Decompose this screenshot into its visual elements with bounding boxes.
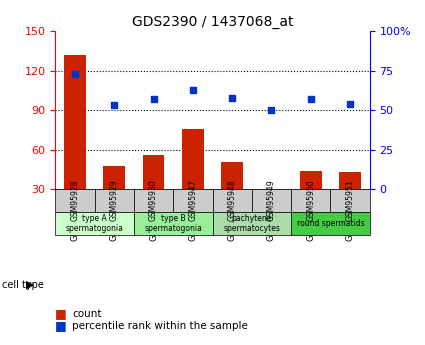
- Text: round spermatids: round spermatids: [297, 219, 364, 228]
- Point: [71, 71, 78, 77]
- Bar: [173, 189, 212, 212]
- Text: GSM95930: GSM95930: [149, 180, 158, 221]
- Bar: [134, 189, 173, 212]
- Point: [150, 96, 157, 102]
- Bar: [94, 189, 134, 212]
- Text: pachytene
spermatocytes: pachytene spermatocytes: [224, 214, 280, 233]
- Text: GSM95948: GSM95948: [228, 180, 237, 221]
- Point: [347, 101, 354, 107]
- Text: ■: ■: [55, 319, 67, 333]
- Bar: [182, 129, 204, 189]
- Text: GSM95950: GSM95950: [306, 180, 315, 221]
- Point: [190, 87, 196, 92]
- Text: GSM95951: GSM95951: [346, 180, 354, 221]
- Bar: [221, 162, 243, 189]
- Text: ▶: ▶: [26, 280, 34, 289]
- Bar: [103, 166, 125, 189]
- Text: percentile rank within the sample: percentile rank within the sample: [72, 321, 248, 331]
- Title: GDS2390 / 1437068_at: GDS2390 / 1437068_at: [132, 14, 293, 29]
- Text: cell type: cell type: [2, 280, 44, 289]
- Point: [229, 95, 235, 100]
- Point: [111, 103, 118, 108]
- Bar: [64, 55, 86, 189]
- Bar: [55, 189, 94, 212]
- Text: GSM95947: GSM95947: [188, 180, 197, 221]
- Text: type A
spermatogonia: type A spermatogonia: [65, 214, 124, 233]
- Bar: [143, 155, 164, 189]
- Bar: [55, 212, 134, 235]
- Point: [307, 96, 314, 102]
- Bar: [291, 189, 331, 212]
- Text: type B
spermatogonia: type B spermatogonia: [144, 214, 202, 233]
- Bar: [212, 212, 291, 235]
- Bar: [252, 189, 291, 212]
- Point: [268, 107, 275, 113]
- Bar: [212, 189, 252, 212]
- Text: GSM95929: GSM95929: [110, 180, 119, 221]
- Text: ■: ■: [55, 307, 67, 321]
- Text: GSM95928: GSM95928: [71, 180, 79, 221]
- Text: GSM95949: GSM95949: [267, 180, 276, 221]
- Bar: [300, 171, 322, 189]
- Bar: [339, 172, 361, 189]
- Bar: [331, 189, 370, 212]
- Bar: [291, 212, 370, 235]
- Bar: [134, 212, 212, 235]
- Text: count: count: [72, 309, 102, 319]
